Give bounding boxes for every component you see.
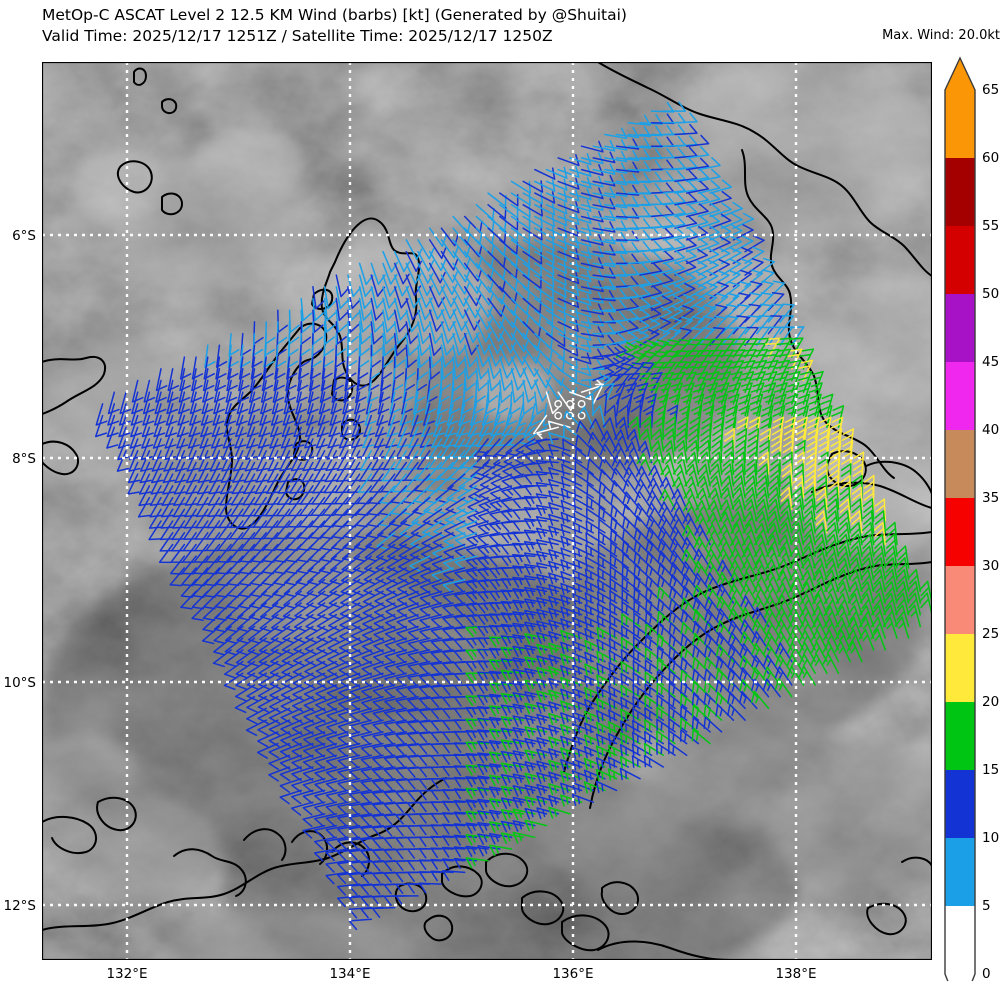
max-wind-annotation: Max. Wind: 20.0kt bbox=[882, 28, 1000, 43]
y-tick-label: 12°S bbox=[3, 898, 37, 914]
y-tick-label: 10°S bbox=[3, 675, 37, 691]
colorbar-band-25-30 bbox=[945, 566, 975, 635]
colorbar-band-50-55 bbox=[945, 226, 975, 295]
colorbar-tick-40: 40 bbox=[982, 422, 1000, 438]
colorbar-tick-30: 30 bbox=[982, 558, 1000, 574]
x-tick-label: 138°E bbox=[775, 966, 817, 982]
title-line-2: Valid Time: 2025/12/17 1251Z / Satellite… bbox=[42, 26, 553, 45]
colorbar-tick-20: 20 bbox=[982, 694, 1000, 710]
colorbar-tick-0: 0 bbox=[982, 966, 991, 982]
colorbar-tick-65: 65 bbox=[982, 82, 1000, 98]
colorbar-band-35-40 bbox=[945, 430, 975, 499]
colorbar-tick-15: 15 bbox=[982, 762, 1000, 778]
colorbar-bands bbox=[945, 58, 975, 990]
colorbar-svg bbox=[944, 56, 976, 990]
map-frame bbox=[42, 62, 932, 960]
x-tick-label: 136°E bbox=[552, 966, 594, 982]
title-line-1: MetOp-C ASCAT Level 2 12.5 KM Wind (barb… bbox=[42, 6, 627, 24]
colorbar-tick-55: 55 bbox=[982, 218, 1000, 234]
colorbar-tick-10: 10 bbox=[982, 830, 1000, 846]
wind-speed-colorbar[interactable]: 65 60 55 50 45 40 35 30 25 20 15 10 5 0 bbox=[938, 56, 1008, 990]
x-tick-label: 134°E bbox=[329, 966, 371, 982]
colorbar-band-20-25 bbox=[945, 634, 975, 703]
y-tick-label: 8°S bbox=[12, 451, 36, 467]
figure-title: MetOp-C ASCAT Level 2 12.5 KM Wind (barb… bbox=[42, 5, 627, 46]
colorbar-band-45-50 bbox=[945, 294, 975, 363]
colorbar-tick-5: 5 bbox=[982, 898, 991, 914]
colorbar-band-55-60 bbox=[945, 158, 975, 227]
colorbar-tick-50: 50 bbox=[982, 286, 1000, 302]
colorbar-band-10-15 bbox=[945, 770, 975, 839]
colorbar-band-40-45 bbox=[945, 362, 975, 431]
colorbar-over-arrow bbox=[945, 58, 975, 90]
colorbar-under-arrow bbox=[945, 974, 975, 990]
colorbar-outline bbox=[944, 56, 976, 990]
x-tick-label: 132°E bbox=[106, 966, 148, 982]
colorbar-band-30-35 bbox=[945, 498, 975, 567]
colorbar-tick-35: 35 bbox=[982, 490, 1000, 506]
colorbar-tick-45: 45 bbox=[982, 354, 1000, 370]
colorbar-band-5-10 bbox=[945, 838, 975, 907]
graticule-gridlines bbox=[42, 62, 932, 960]
map-plot-area[interactable] bbox=[42, 62, 932, 960]
y-tick-label: 6°S bbox=[12, 228, 36, 244]
map-svg bbox=[42, 62, 932, 960]
colorbar-tick-25: 25 bbox=[982, 626, 1000, 642]
colorbar-band-60-65 bbox=[945, 90, 975, 159]
colorbar-band-0-5 bbox=[945, 906, 975, 975]
colorbar-tick-60: 60 bbox=[982, 150, 1000, 166]
colorbar-band-15-20 bbox=[945, 702, 975, 771]
